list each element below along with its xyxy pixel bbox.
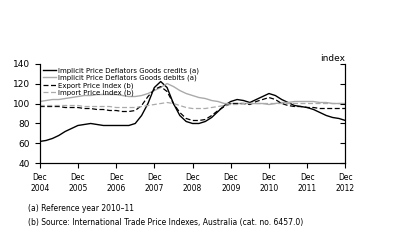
Text: (b) Source: International Trade Price Indexes, Australia (cat. no. 6457.0): (b) Source: International Trade Price In…	[28, 218, 303, 227]
Legend: Implicit Price Deflators Goods credits (a), Implicit Price Deflators Goods debit: Implicit Price Deflators Goods credits (…	[43, 67, 199, 96]
Text: index: index	[320, 54, 345, 63]
Text: (a) Reference year 2010–11: (a) Reference year 2010–11	[28, 204, 134, 213]
